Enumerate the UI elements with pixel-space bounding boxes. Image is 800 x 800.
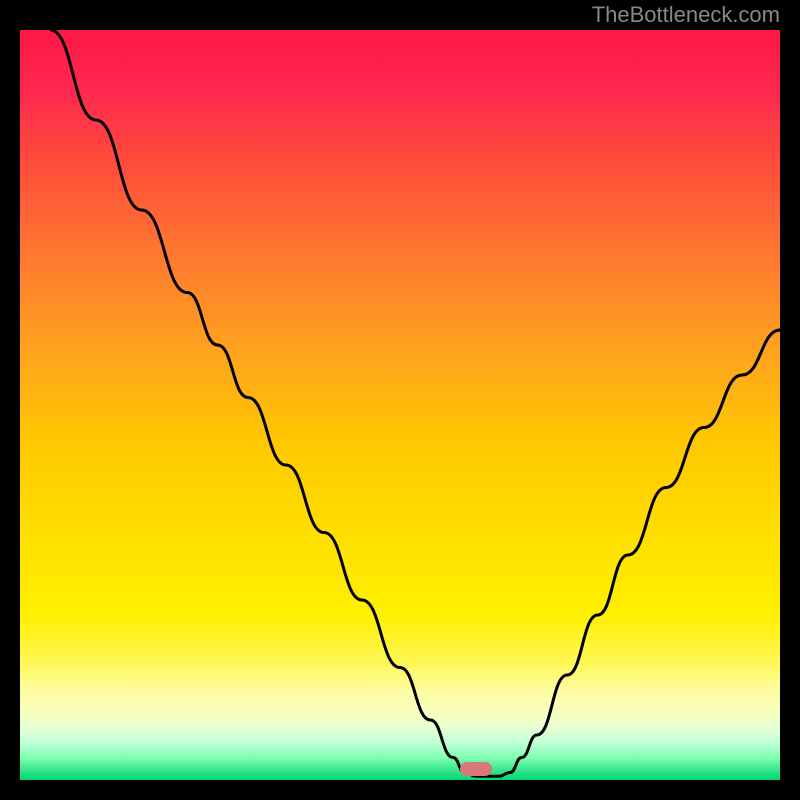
- bottleneck-chart: [20, 30, 780, 780]
- optimal-point-marker: [460, 762, 492, 776]
- bottleneck-curve: [20, 30, 780, 780]
- watermark-text: TheBottleneck.com: [592, 2, 780, 28]
